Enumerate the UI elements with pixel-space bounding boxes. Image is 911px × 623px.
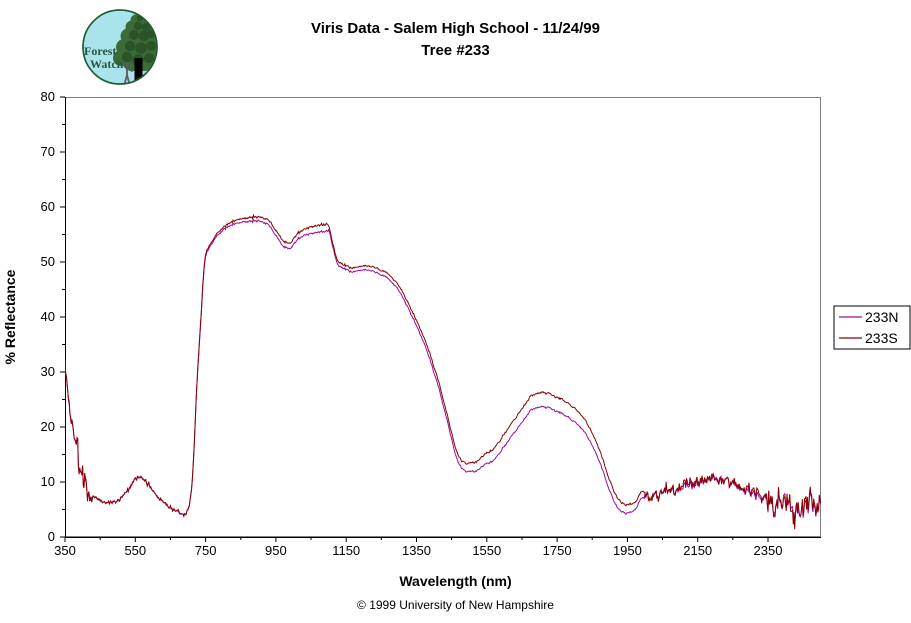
svg-text:10: 10 xyxy=(41,474,55,489)
svg-text:2350: 2350 xyxy=(754,543,783,558)
svg-text:750: 750 xyxy=(195,543,217,558)
svg-text:60: 60 xyxy=(41,199,55,214)
svg-text:1750: 1750 xyxy=(543,543,572,558)
svg-text:80: 80 xyxy=(41,89,55,104)
svg-text:1350: 1350 xyxy=(402,543,431,558)
svg-text:20: 20 xyxy=(41,419,55,434)
svg-text:550: 550 xyxy=(124,543,146,558)
svg-text:0: 0 xyxy=(48,529,55,544)
svg-text:30: 30 xyxy=(41,364,55,379)
svg-text:1550: 1550 xyxy=(472,543,501,558)
svg-text:350: 350 xyxy=(54,543,76,558)
svg-text:1150: 1150 xyxy=(332,543,360,558)
svg-text:50: 50 xyxy=(41,254,55,269)
svg-text:233S: 233S xyxy=(865,330,898,346)
svg-text:233N: 233N xyxy=(865,309,898,325)
svg-text:950: 950 xyxy=(265,543,287,558)
svg-text:2150: 2150 xyxy=(683,543,712,558)
svg-text:40: 40 xyxy=(41,309,55,324)
svg-text:1950: 1950 xyxy=(613,543,642,558)
svg-text:70: 70 xyxy=(41,144,55,159)
